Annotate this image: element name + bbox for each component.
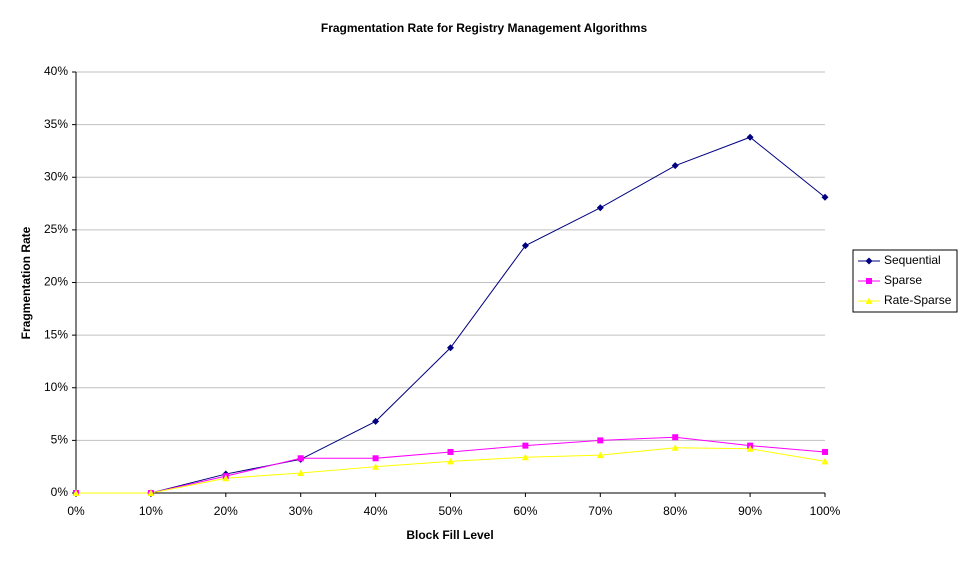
y-tick-label: 35%	[44, 117, 68, 131]
marker	[297, 469, 305, 477]
series-line	[76, 136, 826, 494]
x-tick-label: 50%	[438, 504, 462, 518]
marker	[746, 133, 754, 141]
x-tick-label: 40%	[364, 504, 388, 518]
legend-marker	[866, 278, 872, 284]
x-tick-label: 10%	[139, 504, 163, 518]
marker	[746, 445, 754, 452]
y-tick-label: 40%	[44, 64, 68, 78]
marker	[522, 442, 529, 449]
legend-label: Rate-Sparse	[884, 293, 952, 307]
marker	[596, 204, 604, 212]
marker	[822, 448, 828, 455]
marker	[447, 448, 454, 455]
marker	[521, 453, 529, 461]
marker	[72, 489, 80, 496]
x-axis-label: Block Fill Level	[406, 528, 493, 542]
marker	[147, 489, 155, 496]
y-axis-label: Fragmentation Rate	[19, 226, 33, 339]
legend-marker	[865, 297, 873, 304]
y-tick-label: 15%	[44, 327, 68, 341]
marker	[297, 455, 304, 462]
x-tick-label: 30%	[289, 504, 313, 518]
marker	[671, 444, 679, 451]
series-line	[76, 436, 826, 494]
legend-label: Sparse	[884, 273, 922, 287]
y-tick-label: 25%	[44, 222, 68, 236]
marker	[821, 193, 829, 201]
y-tick-label: 10%	[44, 380, 68, 394]
legend-marker	[865, 257, 873, 265]
marker	[596, 451, 604, 459]
marker	[372, 463, 380, 470]
marker	[447, 457, 454, 465]
x-tick-label: 0%	[67, 504, 85, 518]
y-tick-label: 20%	[44, 275, 68, 289]
marker	[447, 344, 454, 352]
x-tick-label: 100%	[810, 504, 841, 518]
marker	[372, 455, 379, 462]
y-tick-label: 5%	[51, 433, 69, 447]
x-tick-label: 90%	[738, 504, 762, 518]
marker	[597, 437, 604, 444]
y-tick-label: 0%	[51, 485, 69, 499]
marker	[521, 242, 529, 250]
x-tick-label: 80%	[663, 504, 687, 518]
y-tick-label: 30%	[44, 169, 68, 183]
marker	[222, 474, 230, 482]
marker	[671, 162, 679, 170]
marker	[372, 417, 380, 425]
marker	[821, 457, 829, 465]
legend-label: Sequential	[884, 253, 941, 267]
x-tick-label: 60%	[513, 504, 537, 518]
marker	[672, 434, 679, 441]
x-tick-label: 70%	[588, 504, 612, 518]
x-tick-label: 20%	[214, 504, 238, 518]
chart-title: Fragmentation Rate for Registry Manageme…	[321, 21, 648, 35]
